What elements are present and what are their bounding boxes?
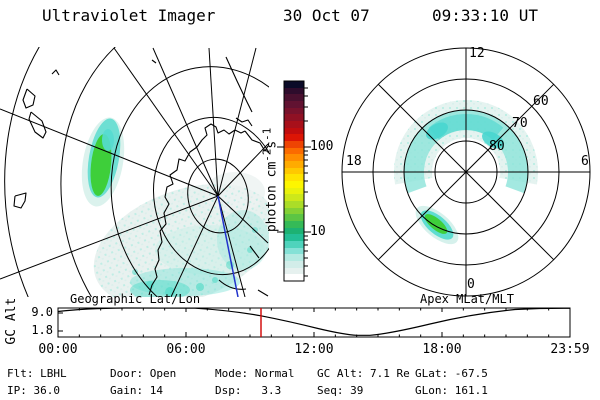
mlt-label-0: 0 — [467, 277, 475, 292]
geo-map — [0, 47, 269, 297]
ytick-1-8: 1.8 — [31, 323, 53, 337]
ytick-9: 9.0 — [31, 305, 53, 319]
unit-sup-1: -1 — [260, 127, 274, 141]
mlt-label-6: 6 — [581, 154, 589, 169]
xtick-0000: 00:00 — [38, 342, 78, 357]
colorbar — [284, 81, 304, 282]
polar-grid — [341, 47, 591, 297]
geo-caption: Geographic Lat/Lon — [70, 292, 201, 306]
status-ip: IP: 36.0 — [7, 384, 60, 397]
app-title: Ultraviolet Imager — [42, 6, 216, 25]
unit-mid: s — [265, 140, 281, 149]
colorbar-unit-label: photon cm-2s-1 — [247, 116, 294, 276]
status-seq: Seq: 39 — [317, 384, 364, 397]
status-flt: Flt: LBHL — [7, 367, 67, 380]
timeline-ylabel: GC Alt — [3, 297, 19, 345]
status-dsp: Dsp: 3.3 — [215, 384, 282, 397]
xtick-0600: 06:00 — [166, 342, 206, 357]
mlat-label-70: 70 — [512, 116, 528, 131]
status-glat: GLat: -67.5 — [415, 367, 488, 380]
mlat-label-60: 60 — [533, 94, 549, 109]
timeline-ticks — [57, 308, 571, 337]
status-gc-alt: GC Alt: 7.1 Re — [317, 367, 410, 380]
date-label: 30 Oct 07 — [283, 6, 370, 25]
geo-coastlines — [13, 56, 269, 297]
colorbar-frame — [277, 80, 311, 282]
time-label: 09:33:10 UT — [432, 6, 538, 25]
geo-grid — [0, 47, 269, 297]
timeline-plot — [57, 307, 571, 338]
status-glon: GLon: 161.1 — [415, 384, 488, 397]
unit-prefix: photon cm — [265, 161, 281, 233]
status-mode: Mode: Normal — [215, 367, 295, 380]
mlt-label-12: 12 — [469, 46, 485, 61]
status-door: Door: Open — [110, 367, 177, 380]
mlat-label-80: 80 — [489, 139, 505, 154]
xtick-1800: 18:00 — [422, 342, 462, 357]
xtick-1200: 12:00 — [294, 342, 334, 357]
apex-caption: Apex MLat/MLT — [420, 292, 514, 306]
status-gain: Gain: 14 — [110, 384, 163, 397]
mlt-label-18: 18 — [346, 154, 362, 169]
xtick-2359: 23:59 — [550, 342, 590, 357]
geo-aurora-patch — [81, 117, 125, 207]
colorbar-tick-10: 10 — [310, 224, 326, 239]
colorbar-ticks — [277, 87, 311, 277]
spacecraft-track-line — [217, 195, 239, 297]
polar-plot — [341, 47, 591, 297]
unit-sup-2: -2 — [260, 148, 274, 162]
gc-alt-curve — [57, 307, 571, 336]
colorbar-tick-100: 100 — [310, 139, 334, 154]
